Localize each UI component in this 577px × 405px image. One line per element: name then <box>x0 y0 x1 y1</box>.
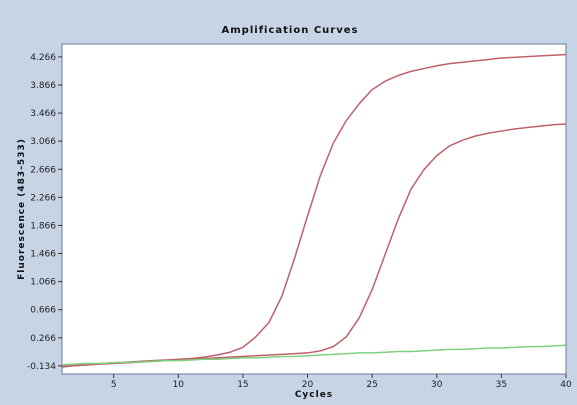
y-tick-label: 3.466 <box>30 109 56 119</box>
y-tick-label: 0.266 <box>30 334 56 344</box>
x-axis-title: Cycles <box>295 390 333 400</box>
chart-title: Amplification Curves <box>222 25 359 36</box>
x-tick-label: 5 <box>111 380 117 390</box>
y-tick-label: 2.266 <box>30 193 56 203</box>
series-group <box>61 53 567 368</box>
y-tick-label: 1.066 <box>30 278 56 288</box>
y-axis-ticks: -0.134 0.266 0.666 1.066 1.466 1.866 2.266 2.66… <box>27 53 62 372</box>
x-tick-label: 15 <box>237 380 248 390</box>
x-axis-ticks: 5 10 15 20 25 30 35 40 <box>111 374 572 390</box>
y-tick-label: 4.266 <box>30 53 56 63</box>
series-line-3 <box>61 344 567 366</box>
y-tick-label: -0.134 <box>27 362 56 372</box>
y-axis-title: Fluorescence (483-533) <box>17 138 27 280</box>
x-tick-label: 40 <box>560 380 572 390</box>
y-tick-label: 2.666 <box>30 165 56 175</box>
plot-area <box>61 43 567 375</box>
y-tick-label: 0.666 <box>30 306 56 316</box>
y-tick-label: 1.866 <box>30 221 56 231</box>
x-tick-label: 35 <box>496 380 507 390</box>
x-tick-label: 10 <box>173 380 185 390</box>
x-tick-label: 20 <box>302 380 314 390</box>
y-tick-label: 3.866 <box>30 81 56 91</box>
x-tick-label: 30 <box>431 380 443 390</box>
y-tick-label: 3.066 <box>30 137 56 147</box>
x-tick-label: 25 <box>366 380 377 390</box>
y-tick-label: 1.466 <box>30 250 56 260</box>
